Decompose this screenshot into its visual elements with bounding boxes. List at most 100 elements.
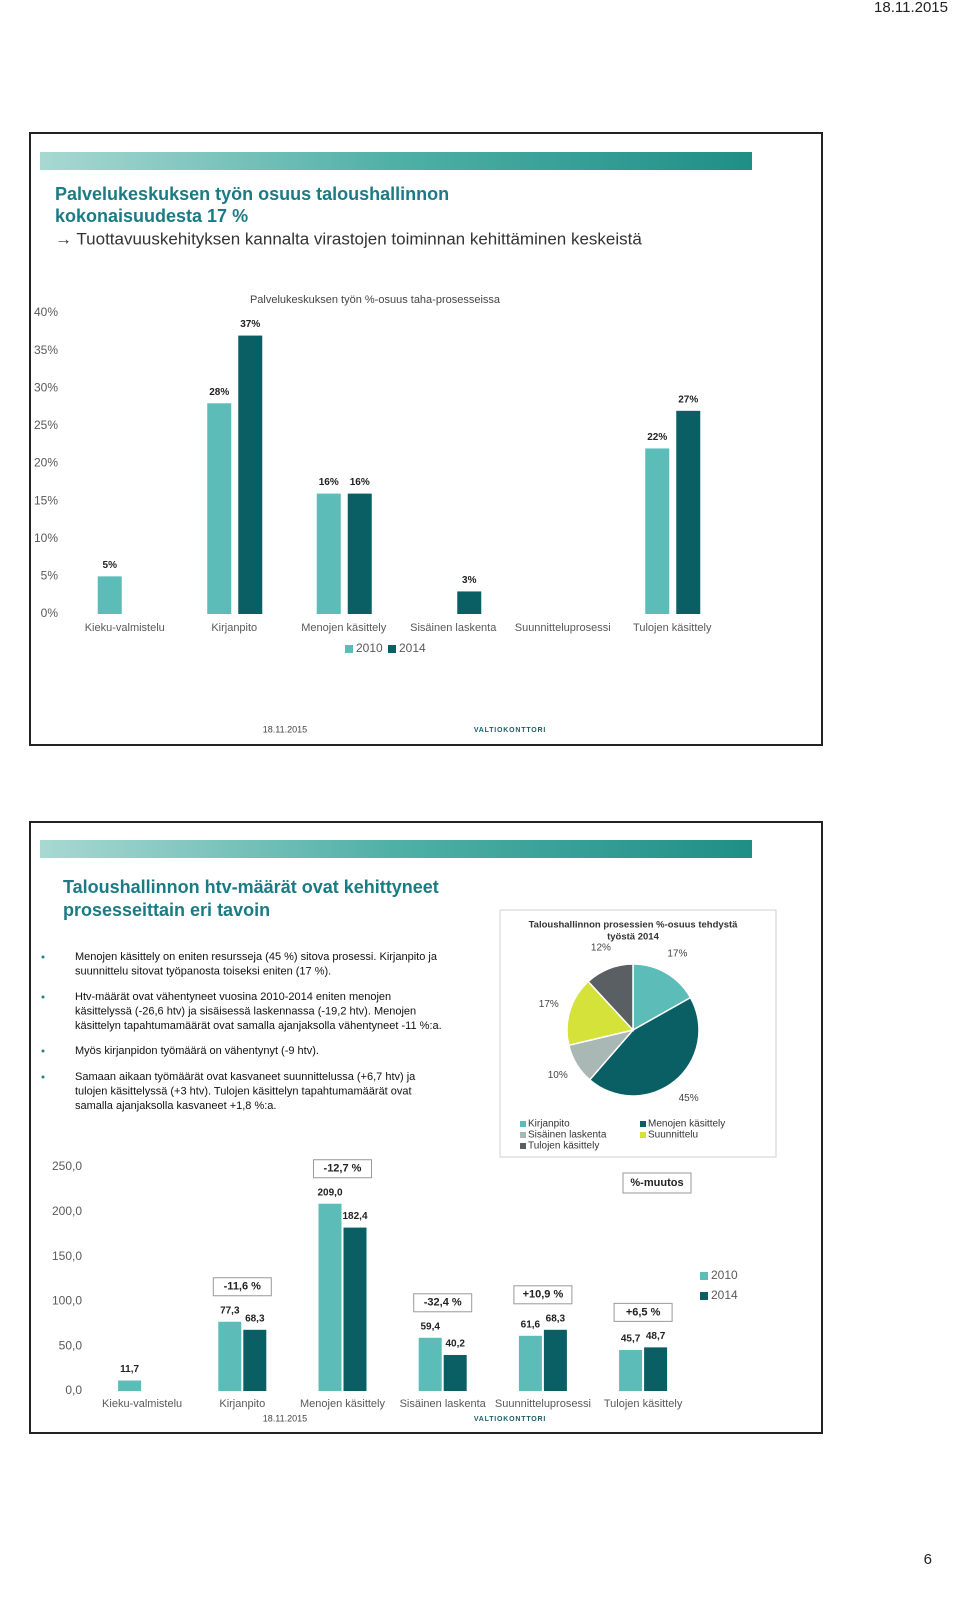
data-label: 12% <box>591 943 611 954</box>
bar <box>619 1350 643 1391</box>
bar <box>645 448 670 614</box>
footer-date: 18.11.2015 <box>263 1413 307 1423</box>
annotation-box <box>622 1172 692 1194</box>
x-tick-label: Kirjanpito <box>219 1398 265 1410</box>
change-box <box>413 1293 473 1313</box>
page-date: 18.11.2015 <box>874 0 948 16</box>
legend-swatch <box>388 645 396 653</box>
data-label: 11,7 <box>120 1364 139 1375</box>
bar <box>644 1347 668 1391</box>
bullet-dot <box>41 1075 45 1079</box>
bar <box>97 576 122 614</box>
bullet-dot <box>41 955 45 959</box>
legend-label: Suunnittelu <box>648 1130 698 1141</box>
data-label: 16% <box>319 477 339 488</box>
legend-label: 2010 <box>711 1268 738 1282</box>
change-label: -11,6 % <box>224 1281 262 1293</box>
y-tick-label: 40% <box>34 305 58 319</box>
slide-banner <box>40 152 752 170</box>
bar <box>343 1227 367 1391</box>
x-tick-label: Kirjanpito <box>211 622 257 634</box>
page-number: 6 <box>924 1551 932 1568</box>
bar <box>457 591 482 614</box>
x-tick-label: Tulojen käsittely <box>633 622 712 634</box>
data-label: 182,4 <box>342 1211 367 1222</box>
x-tick-label: Kieku-valmistelu <box>85 622 165 634</box>
legend-label: Kirjanpito <box>528 1119 570 1130</box>
y-tick-label: 5% <box>41 569 59 583</box>
bar <box>418 1337 442 1391</box>
bullet-dot <box>41 1049 45 1053</box>
y-tick-label: 100,0 <box>52 1294 82 1308</box>
bar <box>347 493 372 614</box>
data-label: 61,6 <box>521 1319 541 1330</box>
annotation: %-muutos <box>630 1177 683 1189</box>
data-label: 27% <box>678 394 698 405</box>
y-tick-label: 0,0 <box>65 1383 82 1397</box>
data-label: 16% <box>350 477 370 488</box>
data-label: 5% <box>103 560 118 571</box>
bar <box>518 1335 542 1391</box>
legend-label: 2014 <box>711 1288 738 1302</box>
bullet-text: Myös kirjanpidon työmäärä on vähentynyt … <box>75 1045 319 1057</box>
data-label: 77,3 <box>220 1305 240 1316</box>
change-box <box>513 1285 573 1305</box>
y-tick-label: 250,0 <box>52 1159 82 1173</box>
footer-logo: VALTIOKONTTORI <box>474 1416 546 1423</box>
data-label: 48,7 <box>646 1331 666 1342</box>
footer-logo: VALTIOKONTTORI <box>474 727 546 734</box>
bar <box>218 1321 242 1391</box>
chart-title: Palvelukeskuksen työn %-osuus taha-prose… <box>250 294 501 306</box>
y-tick-label: 200,0 <box>52 1204 82 1218</box>
bullet-text: Samaan aikaan työmäärät ovat kasvaneet s… <box>75 1071 416 1083</box>
change-label: +10,9 % <box>523 1289 564 1301</box>
legend-label: Tulojen käsittely <box>528 1141 599 1152</box>
slide-banner <box>40 840 752 858</box>
y-tick-label: 20% <box>34 456 58 470</box>
bullet-text: tulojen käsittelyssä (+3 htv). Tulojen k… <box>75 1085 412 1097</box>
change-box <box>613 1302 673 1322</box>
bullet-text: Htv-määrät ovat vähentyneet vuosina 2010… <box>75 991 391 1003</box>
y-tick-label: 50,0 <box>59 1338 83 1352</box>
y-tick-label: 10% <box>34 531 58 545</box>
data-label: 37% <box>240 319 260 330</box>
slide-title: Palvelukeskuksen työn osuus taloushallin… <box>55 184 449 204</box>
bullet-text: samalla ajanjaksolla kasvaneet +1,8 %:a. <box>75 1100 276 1112</box>
bar <box>543 1329 567 1391</box>
y-tick-label: 35% <box>34 343 58 357</box>
bullet-text: suunnittelu sitovat työpanosta toiseksi … <box>75 965 331 977</box>
y-tick-label: 150,0 <box>52 1249 82 1263</box>
pie-slice <box>566 980 635 1047</box>
data-label: 3% <box>462 575 477 586</box>
bar <box>318 1203 342 1391</box>
bullet-dot <box>41 995 45 999</box>
bar <box>443 1354 467 1391</box>
bar <box>243 1329 267 1391</box>
y-tick-label: 25% <box>34 418 58 432</box>
legend-swatch <box>700 1292 708 1300</box>
data-label: 22% <box>647 432 667 443</box>
data-label: 45% <box>679 1093 699 1104</box>
y-tick-label: 0% <box>41 606 59 620</box>
legend-label: 2010 <box>356 641 383 655</box>
legend-swatch <box>345 645 353 653</box>
bullet-text: käsittelyn tapahtumamäärät ovat samalla … <box>75 1020 442 1032</box>
pie-slice <box>587 963 634 1032</box>
data-label: 17% <box>539 999 559 1010</box>
x-tick-label: Kieku-valmistelu <box>102 1398 182 1410</box>
legend-swatch <box>640 1121 646 1127</box>
bullet-text: käsittelyssä (-26,6 htv) ja sisäisessä l… <box>75 1005 416 1017</box>
change-label: -12,7 % <box>324 1163 362 1175</box>
x-tick-label: Sisäinen laskenta <box>400 1398 487 1410</box>
x-tick-label: Menojen käsittely <box>300 1398 385 1410</box>
bar <box>207 403 232 614</box>
legend-swatch <box>520 1121 526 1127</box>
legend-swatch <box>640 1132 646 1138</box>
change-label: +6,5 % <box>626 1306 661 1318</box>
slide-title: → Tuottavuuskehityksen kannalta virastoj… <box>55 229 642 248</box>
legend-swatch <box>520 1132 526 1138</box>
pie-slice <box>588 996 700 1097</box>
footer-date: 18.11.2015 <box>263 724 307 734</box>
